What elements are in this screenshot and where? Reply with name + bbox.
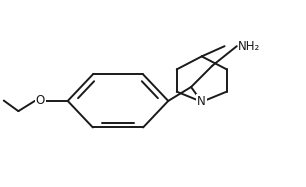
Text: O: O <box>36 94 45 107</box>
Text: NH₂: NH₂ <box>238 40 260 53</box>
Text: N: N <box>197 95 206 108</box>
